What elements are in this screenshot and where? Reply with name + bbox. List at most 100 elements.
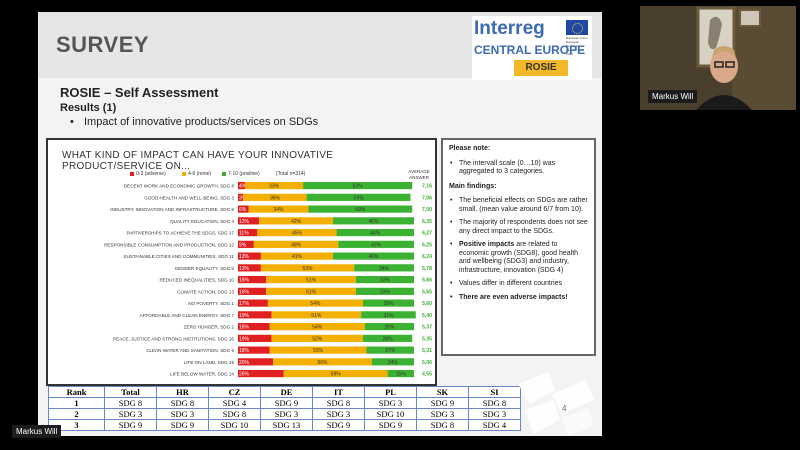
table-header: CZ (208, 386, 261, 398)
category-label: DECENT WORK AND ECONOMIC GROWTH, SDG 8 (124, 184, 235, 189)
participant-name-label: Markus Will (648, 90, 698, 103)
bar-segment (333, 217, 414, 225)
eu-flag-icon (566, 20, 588, 35)
ranking-table: Rank Total HR CZ DE IT PL SK SI 1 SDG 8 SD… (48, 386, 521, 431)
bar-value-label: 19% (239, 313, 250, 319)
logo-line1: Interreg (474, 18, 545, 39)
finding-item: There are even adverse impacts! (450, 294, 588, 303)
category-label: RESPONSIBLE CONSUMPTION AND PRODUCTION, … (104, 242, 234, 247)
bar-value-label: 48% (291, 242, 302, 248)
sdg-cell: SDG 9 (364, 419, 417, 431)
bar-segment (257, 229, 337, 237)
bar-value-label: 13% (239, 254, 250, 260)
table-header: HR (156, 386, 209, 398)
logo-eu-text: European Union European Regional Develop… (566, 36, 588, 56)
notes-heading: Please note: (449, 145, 491, 152)
bar-value-label: 3% (239, 195, 247, 201)
slide-title: SURVEY (56, 32, 150, 57)
bar-value-label: 51% (306, 278, 317, 284)
slide-heading: ROSIE – Self Assessment (60, 85, 219, 100)
bar-value-label: 42% (291, 219, 302, 225)
bar-segment (266, 276, 356, 284)
bar-value-label: 59% (355, 207, 366, 213)
bar-value-label: 28% (384, 325, 395, 331)
bar-value-label: 34% (273, 207, 284, 213)
bar-value-label: 18% (239, 348, 250, 354)
shared-slide: SURVEY Interreg European Union European … (38, 12, 602, 436)
category-label: CLEAN WATER AND SANITATION, SDG 6 (146, 348, 234, 353)
rank-cell: 1 (48, 397, 105, 409)
bar-value-label: 31% (383, 313, 394, 319)
bar-segment (338, 240, 414, 248)
bar-value-label: 27% (385, 348, 396, 354)
bar-value-label: 24% (388, 360, 399, 366)
sdg-cell: SDG 3 (260, 408, 313, 420)
finding-item: The beneficial effects on SDGs are rathe… (450, 197, 588, 214)
bar-value-label: 6% (239, 207, 247, 213)
bar-segment (269, 323, 365, 331)
bar-segment (238, 334, 272, 342)
legend-label: 7-10 (positive) (228, 171, 260, 177)
average-answer-header: AVERAGE ANSWER (408, 169, 430, 180)
bar-segment (238, 276, 267, 284)
category-label: SUSTAINABLE CITIES AND COMMUNITIES, SDG … (123, 254, 234, 259)
bar-segment (259, 217, 334, 225)
bar-segment (238, 346, 270, 354)
bar-segment (238, 217, 260, 225)
bar-segment (238, 370, 284, 378)
table-header: Total (104, 386, 157, 398)
bar-value-label: 53% (303, 266, 314, 272)
bar-value-label: 16% (239, 278, 250, 284)
finding-item: Values differ in different countries (450, 280, 588, 289)
average-value: 5,37 (422, 325, 432, 331)
average-value: 5,60 (422, 301, 432, 307)
category-label: NO POVERTY, SDG 1 (188, 301, 234, 306)
category-label: LIFE ON LAND, SDG 15 (184, 360, 235, 365)
bar-value-label: 4% (239, 184, 247, 190)
category-label: GENDER EQUALITY, SDG 5 (175, 266, 235, 271)
sdg-cell: SDG 3 (156, 408, 209, 420)
table-header: IT (312, 386, 365, 398)
category-label: ZERO HUNGER, SDG 2 (184, 325, 235, 330)
note-item: The intervall scale (0…10) was aggregate… (450, 160, 588, 177)
average-value: 5,40 (422, 313, 432, 319)
self-name-label: Markus Will (12, 425, 62, 438)
bar-value-label: 36% (270, 195, 281, 201)
bar-segment (336, 229, 414, 237)
bar-segment (238, 323, 270, 331)
bar-value-label: 19% (239, 336, 250, 342)
sdg-cell: SDG 9 (416, 397, 469, 409)
bar-value-label: 34% (379, 266, 390, 272)
bar-segment (260, 252, 334, 260)
bar-value-label: 54% (310, 301, 321, 307)
sdg-cell: SDG 10 (364, 408, 417, 420)
bar-segment (243, 193, 307, 201)
chart-title: WHAT KIND OF IMPACT CAN HAVE YOUR INNOVA… (62, 150, 334, 172)
table-row: 3 SDG 9 SDG 9 SDG 10 SDG 13 SDG 9 SDG 9 SDG 8 SD… (48, 419, 521, 431)
category-label: AFFORDABLE AND CLEAN ENERGY, SDG 7 (140, 313, 235, 318)
average-value: 5,06 (422, 360, 432, 366)
sdg-cell: SDG 8 (156, 397, 209, 409)
legend-positive: 7-10 (positive) (222, 171, 260, 177)
bar-value-label: 17% (239, 301, 250, 307)
bar-segment (245, 182, 304, 190)
finding-item: Positive impacts are related to economic… (450, 241, 588, 275)
bar-value-label: 46% (369, 219, 380, 225)
bar-value-label: 29% (383, 301, 394, 307)
bar-segment (354, 264, 414, 272)
category-label: LIFE BELOW WATER, SDG 14 (170, 372, 234, 377)
legend-swatch-positive (222, 171, 226, 176)
legend-swatch-adverse (130, 171, 134, 176)
participant-video-image (640, 6, 796, 110)
sdg-cell: SDG 9 (260, 397, 313, 409)
legend-label: 4-6 (none) (188, 171, 212, 177)
sdg-cell: SDG 9 (312, 419, 365, 431)
sdg-cell: SDG 13 (260, 419, 313, 431)
bar-value-label: 20% (239, 360, 250, 366)
average-value: 6,24 (422, 254, 432, 260)
bar-value-label: 55% (313, 348, 324, 354)
sdg-cell: SDG 3 (312, 408, 365, 420)
bar-value-label: 54% (312, 325, 323, 331)
bar-segment (306, 193, 411, 201)
bar-value-label: 56% (317, 360, 328, 366)
